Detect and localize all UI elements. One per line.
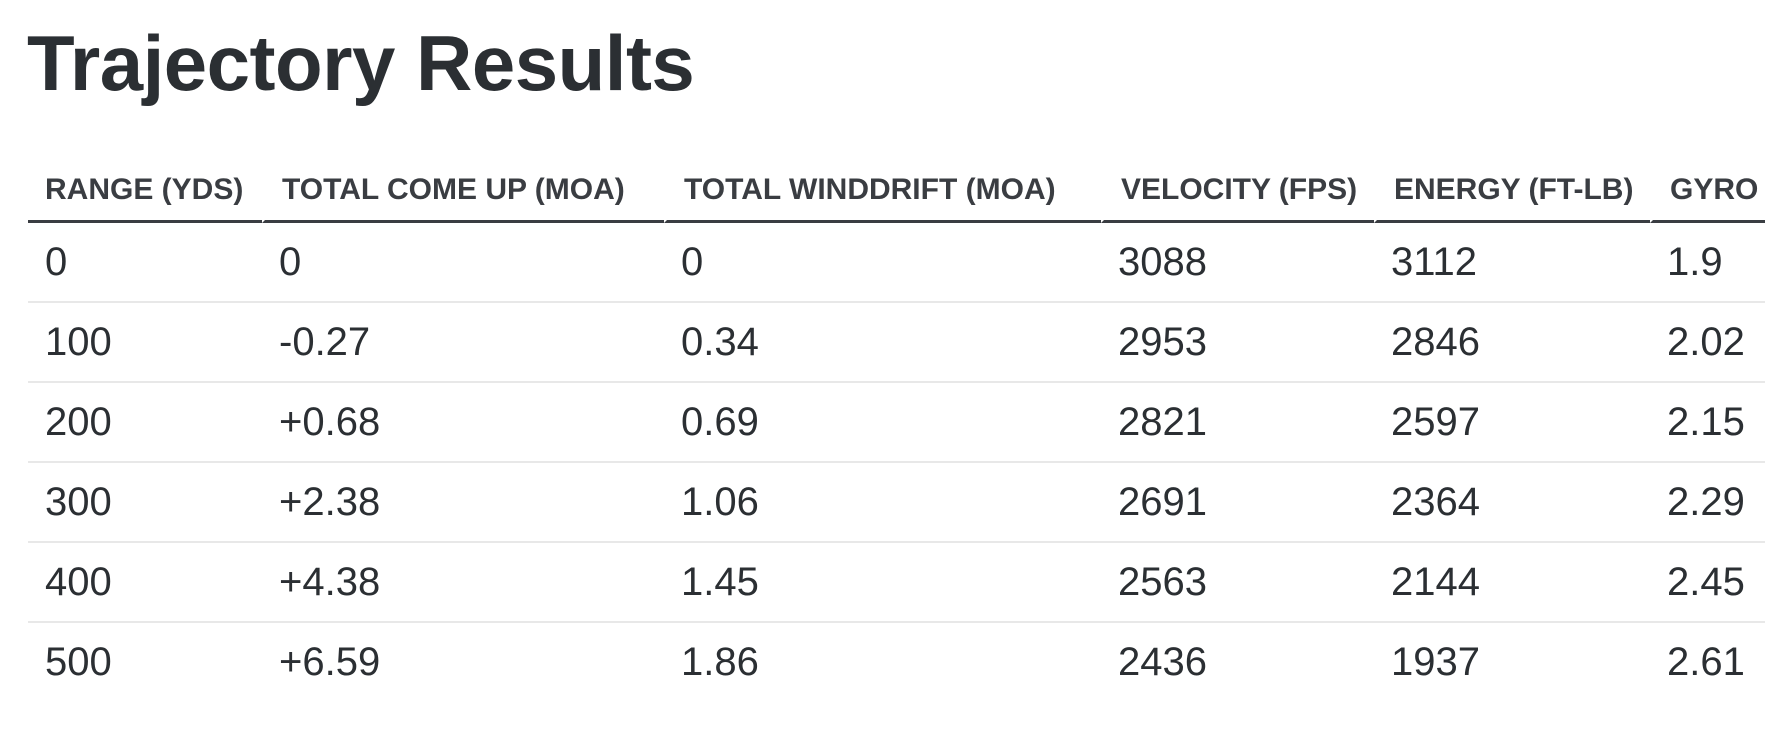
table-cell: 1.86: [681, 639, 759, 684]
table-cell: +2.38: [262, 463, 664, 543]
table-row: 200 +0.68 0.69 2821 2597 2.15: [28, 383, 1765, 463]
table-cell: 3112: [1374, 223, 1650, 303]
table-cell: 2821: [1101, 383, 1374, 463]
table-cell: 3088: [1101, 223, 1374, 303]
table-cell: 400: [28, 543, 262, 623]
table-cell: 0: [262, 223, 664, 303]
table-cell: 2597: [1374, 383, 1650, 463]
column-header: GYRO: [1650, 160, 1765, 223]
table-cell: 1.45: [664, 543, 1101, 623]
column-header: TOTAL WINDDRIFT (MOA): [664, 160, 1101, 223]
table-cell: 2364: [1374, 463, 1650, 543]
table-cell: 2436: [1118, 639, 1207, 684]
header-row: RANGE (YDS) TOTAL COME UP (MOA) TOTAL WIND…: [28, 160, 1765, 223]
table-cell: 2144: [1374, 543, 1650, 623]
table-cell: 0.69: [664, 383, 1101, 463]
table-cell: 2953: [1101, 303, 1374, 383]
table-row: 400 +4.38 1.45 2563 2144 2.45: [28, 543, 1765, 623]
table-cell: +4.38: [262, 543, 664, 623]
table-cell: 0.34: [664, 303, 1101, 383]
table-cell: 2.15: [1650, 383, 1765, 463]
table-cell: +6.59: [279, 639, 381, 684]
column-header: VELOCITY (FPS): [1101, 160, 1374, 223]
table-cell: 2.61: [1667, 639, 1745, 684]
table-row: 500 +6.59 1.86 2436 1937 2.61: [28, 623, 1765, 701]
column-header: ENERGY (FT-LB): [1374, 160, 1650, 223]
table-cell: 2563: [1101, 543, 1374, 623]
table-cell: 2691: [1101, 463, 1374, 543]
table-cell: 2.02: [1650, 303, 1765, 383]
column-header: RANGE (YDS): [28, 160, 262, 223]
table-cell: 2.29: [1650, 463, 1765, 543]
table-row: 0 0 0 3088 3112 1.9: [28, 223, 1765, 303]
results-table: RANGE (YDS) TOTAL COME UP (MOA) TOTAL WIND…: [28, 160, 1765, 701]
table-cell: 100: [28, 303, 262, 383]
table-cell: 1.9: [1650, 223, 1765, 303]
column-header: TOTAL COME UP (MOA): [262, 160, 664, 223]
table-cell: 500: [45, 639, 112, 684]
table-body: 0 0 0 3088 3112 1.9 100 -0.27 0.34 2953 2846 2.02 20…: [28, 223, 1765, 701]
table-cell: 1.06: [664, 463, 1101, 543]
page-title: Trajectory Results: [27, 19, 695, 107]
table-cell: 0: [28, 223, 262, 303]
table-cell: 0: [664, 223, 1101, 303]
table-row: 300 +2.38 1.06 2691 2364 2.29: [28, 463, 1765, 543]
table-cell: 300: [28, 463, 262, 543]
table-cell: 2.45: [1650, 543, 1765, 623]
table-cell: 2846: [1374, 303, 1650, 383]
table-cell: +0.68: [262, 383, 664, 463]
table-row: 100 -0.27 0.34 2953 2846 2.02: [28, 303, 1765, 383]
table-cell: 200: [28, 383, 262, 463]
table-cell: 1937: [1391, 639, 1480, 684]
table-cell: -0.27: [262, 303, 664, 383]
